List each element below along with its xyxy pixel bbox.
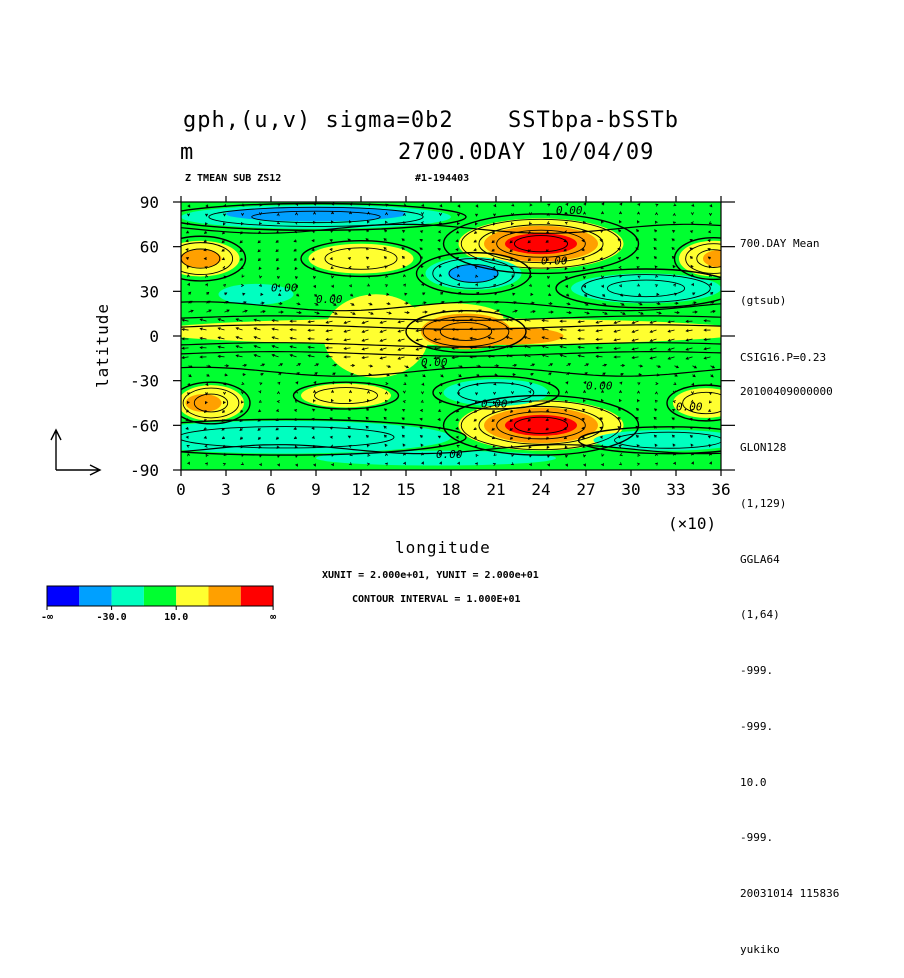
x-tick-label: 36 [711, 480, 730, 499]
x-tick-label: 0 [176, 480, 186, 499]
colorbar-segment [144, 586, 176, 606]
reference-vector-east [56, 465, 100, 475]
colorbar-segment [176, 586, 208, 606]
contour-label: 0.00 [436, 448, 463, 461]
y-tick-label: 30 [140, 282, 159, 301]
y-tick-label: 60 [140, 238, 159, 257]
colorbar-segment [79, 586, 111, 606]
side-info-line: -999. [740, 662, 839, 681]
x-tick-label: 12 [351, 480, 370, 499]
contour-label: 0.00 [421, 356, 448, 369]
x-tick-label: 24 [531, 480, 550, 499]
filled-contour-region [324, 294, 429, 377]
contour-label: 0.00 [316, 293, 343, 306]
contour-label: 0.00 [271, 281, 298, 294]
x-tick-label: 9 [311, 480, 321, 499]
colorbar-segment [241, 586, 273, 606]
side-info-line: -999. [740, 829, 839, 848]
x-tick-label: 18 [441, 480, 460, 499]
colorbar-label: -∞ [41, 612, 53, 623]
colorbar-label: ∞ [270, 612, 276, 623]
side-info-line: yukiko [740, 941, 839, 960]
colorbar-label: -30.0 [97, 612, 127, 623]
x-tick-label: 21 [486, 480, 505, 499]
filled-contour-region [505, 415, 577, 436]
y-tick-label: -30 [130, 372, 159, 391]
colorbar-segment [47, 586, 79, 606]
filled-contour-region [186, 394, 222, 412]
contour-label: 0.00 [586, 380, 613, 393]
side-info-line: -999. [740, 718, 839, 737]
filled-contour-region [121, 421, 451, 454]
colorbar-label: 10.0 [164, 612, 188, 623]
reference-vector-north [51, 430, 61, 470]
contour-label: 0.00 [556, 204, 583, 217]
contour-label: 0.00 [541, 255, 568, 268]
contour-label: 0.00 [676, 400, 703, 413]
colorbar-segment [112, 586, 144, 606]
x-tick-label: 27 [576, 480, 595, 499]
y-tick-label: -90 [130, 461, 159, 480]
y-tick-label: 90 [140, 193, 159, 212]
x-tick-label: 6 [266, 480, 276, 499]
colorbar-segment [209, 586, 241, 606]
x-tick-label: 15 [396, 480, 415, 499]
contour-label: 0.00 [481, 397, 508, 410]
x-tick-label: 33 [666, 480, 685, 499]
x-tick-label: 30 [621, 480, 640, 499]
side-info-line: 10.0 [740, 774, 839, 793]
x-tick-label: 3 [221, 480, 231, 499]
side-info-line: 20031014 115836 [740, 885, 839, 904]
y-tick-label: 0 [149, 327, 159, 346]
y-tick-label: -60 [130, 416, 159, 435]
